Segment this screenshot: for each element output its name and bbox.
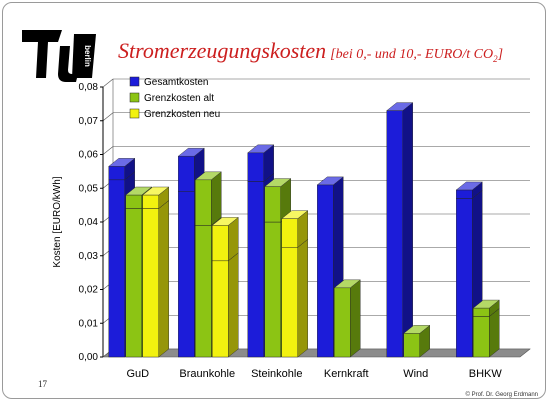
y-tick-label: 0,08 [79, 82, 99, 93]
bar-wind-0-base [386, 102, 414, 358]
grid-diagonal [102, 112, 114, 121]
title-main: Stromerzeugungskosten [118, 38, 327, 63]
y-tick-label: 0,07 [79, 116, 99, 127]
bar-steinkohle-0-co2 [247, 144, 275, 182]
bar-steinkohle-1-co2 [264, 178, 292, 223]
bar-gud-0-co2 [108, 157, 136, 181]
y-tick-label: 0,00 [79, 352, 99, 363]
x-tick-label: Wind [403, 368, 428, 380]
x-tick-label: BHKW [469, 368, 503, 380]
title-subtitle: [bei 0,- und 10,- EURO/t CO2] [330, 47, 504, 64]
bar-steinkohle-2-base [281, 238, 309, 358]
bar-bhkw-0-co2 [455, 181, 483, 199]
bar-braunkohle-2-co2 [211, 216, 239, 262]
bar-bhkw-1-co2 [472, 299, 500, 317]
x-tick-label: Steinkohle [251, 368, 302, 380]
legend-label: Gesamtkosten [144, 77, 208, 88]
y-tick-label: 0,05 [79, 183, 99, 194]
x-tick-label: Kernkraft [324, 368, 369, 380]
y-tick-label: 0,04 [79, 217, 99, 228]
bar-kernkraft-1-base [333, 279, 361, 358]
grid-diagonal [102, 78, 114, 88]
bar-gud-2-base [142, 200, 170, 358]
bar-braunkohle-2-base [211, 252, 239, 358]
page-title: Stromerzeugungskosten [bei 0,- und 10,- E… [118, 38, 503, 64]
copyright-note: © Prof. Dr. Georg Erdmann [465, 392, 538, 398]
bar-gud-2-co2 [142, 186, 170, 209]
bar-braunkohle-1-co2 [194, 171, 222, 226]
y-axis-label: Kosten [EURO/kWh] [52, 176, 63, 267]
grid-diagonal [102, 146, 114, 155]
legend-swatch [129, 108, 140, 119]
x-tick-label: GuD [126, 368, 149, 380]
legend-swatch [129, 92, 140, 103]
y-tick-label: 0,02 [79, 285, 99, 296]
y-tick-label: 0,03 [79, 251, 99, 262]
bar-steinkohle-2-co2 [281, 210, 309, 248]
y-tick-label: 0,06 [79, 150, 99, 161]
slide-number: 17 [38, 379, 47, 389]
legend-label: Grenzkosten neu [144, 109, 220, 120]
legend-swatch [129, 76, 140, 87]
logo-text: berlin [83, 45, 92, 67]
x-tick-label: Braunkohle [179, 368, 235, 380]
y-tick-label: 0,01 [79, 318, 99, 329]
legend-label: Grenzkosten alt [144, 93, 214, 104]
bar-wind-1-base [403, 324, 431, 358]
university-logo: berlin [22, 30, 96, 82]
